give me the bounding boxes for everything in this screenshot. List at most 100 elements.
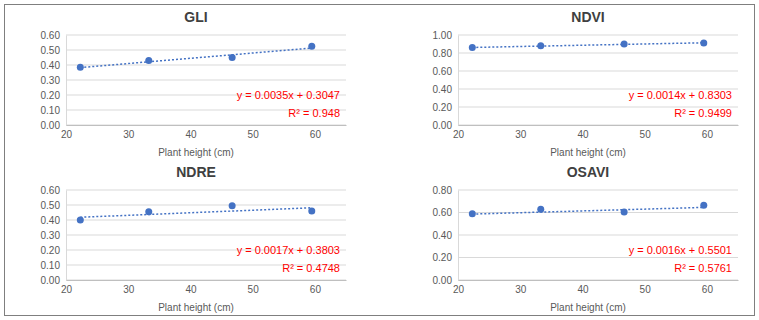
tick: 60: [702, 125, 714, 140]
tick-label: 0.40: [433, 84, 453, 95]
figure: 0.00 0.10 0.20 0.30 0.40 0.50 0.60 20 30 40 50 60 GL…: [0, 0, 759, 320]
tick: 40: [577, 125, 589, 140]
tick-label: 0.10: [41, 105, 61, 116]
annotation: R² = 0.4748: [282, 262, 340, 274]
axis-line: [459, 125, 739, 126]
tick-label: 0.00: [41, 120, 61, 131]
grid-line: [66, 235, 346, 236]
tick: 0.40: [433, 84, 458, 95]
tick: 0.40: [41, 215, 66, 226]
tick-label: 40: [185, 284, 197, 295]
trend-line: [472, 43, 703, 48]
grid-line: [458, 71, 738, 72]
tick: 0.20: [41, 90, 66, 101]
grid-line: [66, 220, 346, 221]
grid-line: [66, 35, 346, 36]
axis-line: [459, 280, 739, 281]
axis-line: [458, 191, 459, 281]
chart-panel: 0.000.100.200.300.400.500.602030405060GL…: [41, 9, 347, 158]
axis-line: [67, 280, 347, 281]
grid-line: [66, 80, 346, 81]
tick: 60: [310, 125, 322, 140]
tick: 60: [702, 280, 714, 295]
grid-line: [66, 125, 346, 126]
tick: 0.80: [433, 185, 458, 196]
tick: 50: [640, 280, 652, 295]
data-point: [145, 57, 152, 64]
tick: 0.20: [41, 245, 66, 256]
y-axis: 0.000.200.400.600.80: [433, 185, 459, 286]
trend-line: [472, 207, 703, 214]
tick: 40: [185, 125, 197, 140]
grid-line: [458, 235, 738, 236]
tick-label: 0.60: [41, 30, 61, 41]
tick-label: 0.00: [433, 275, 453, 286]
grid-line: [66, 50, 346, 51]
axis-title: Plant height (cm): [158, 147, 234, 158]
trend-line: [80, 48, 311, 68]
tick: 1.00: [433, 30, 458, 41]
tick-label: 60: [702, 284, 714, 295]
tick-label: 0.20: [433, 102, 453, 113]
tick-label: 0.40: [433, 230, 453, 241]
tick: 0.30: [41, 75, 66, 86]
tick-label: 30: [515, 284, 527, 295]
tick-label: 0.30: [41, 75, 61, 86]
axis-line: [66, 191, 67, 281]
chart-title: NDRE: [176, 164, 216, 180]
tick-label: 0.60: [41, 185, 61, 196]
tick-label: 50: [248, 284, 260, 295]
annotation: R² = 0.948: [288, 107, 340, 119]
tick: 0.20: [433, 252, 458, 263]
plot-area: [77, 43, 315, 71]
tick: 40: [577, 280, 589, 295]
tick-label: 60: [310, 284, 322, 295]
tick: 30: [515, 280, 527, 295]
tick: 0.50: [41, 200, 66, 211]
plot-area: [469, 202, 707, 217]
tick-label: 1.00: [433, 30, 453, 41]
y-axis: 0.000.100.200.300.400.500.60: [41, 185, 67, 286]
figure-frame: [5, 5, 755, 316]
tick-label: 0.80: [433, 48, 453, 59]
tick-label: 20: [61, 129, 73, 140]
tick: 0.10: [41, 105, 66, 116]
tick: 40: [185, 280, 197, 295]
grid-line: [66, 65, 346, 66]
trend-line: [80, 208, 311, 217]
grid-line: [458, 190, 738, 191]
tick: 60: [310, 280, 322, 295]
tick: 0.40: [433, 230, 458, 241]
tick-label: 60: [310, 129, 322, 140]
annotation: R² = 0.5761: [674, 262, 732, 274]
tick-label: 0.00: [433, 120, 453, 131]
grid-line: [458, 280, 738, 281]
tick-label: 30: [123, 284, 135, 295]
tick-label: 0.20: [41, 245, 61, 256]
tick: 50: [248, 125, 260, 140]
chart-title: NDVI: [571, 9, 604, 25]
grid-line: [458, 53, 738, 54]
tick: 20: [453, 280, 465, 295]
tick: 0.40: [41, 60, 66, 71]
grid-line: [66, 205, 346, 206]
annotation: y = 0.0017x + 0.3803: [237, 244, 340, 256]
tick-label: 0.80: [433, 185, 453, 196]
tick-label: 0.40: [41, 215, 61, 226]
y-axis: 0.00 0.20 0.40 0.60 0.80 1.00: [433, 30, 459, 131]
chart-title: GLI: [184, 9, 207, 25]
grid: [66, 190, 346, 280]
grid: [66, 35, 346, 125]
axis-line: [66, 36, 67, 126]
tick: 0.10: [41, 260, 66, 271]
tick: 0.60: [433, 66, 458, 77]
annotation: y = 0.0016x + 0.5501: [629, 244, 732, 256]
tick-label: 0.50: [41, 200, 61, 211]
axis-line: [67, 125, 347, 126]
data-point: [229, 202, 236, 209]
tick: 0.60: [41, 185, 66, 196]
tick-label: 20: [453, 129, 465, 140]
tick-label: 0.50: [41, 45, 61, 56]
grid: [458, 190, 738, 280]
x-axis: 20 30 40 50 60: [453, 280, 739, 295]
